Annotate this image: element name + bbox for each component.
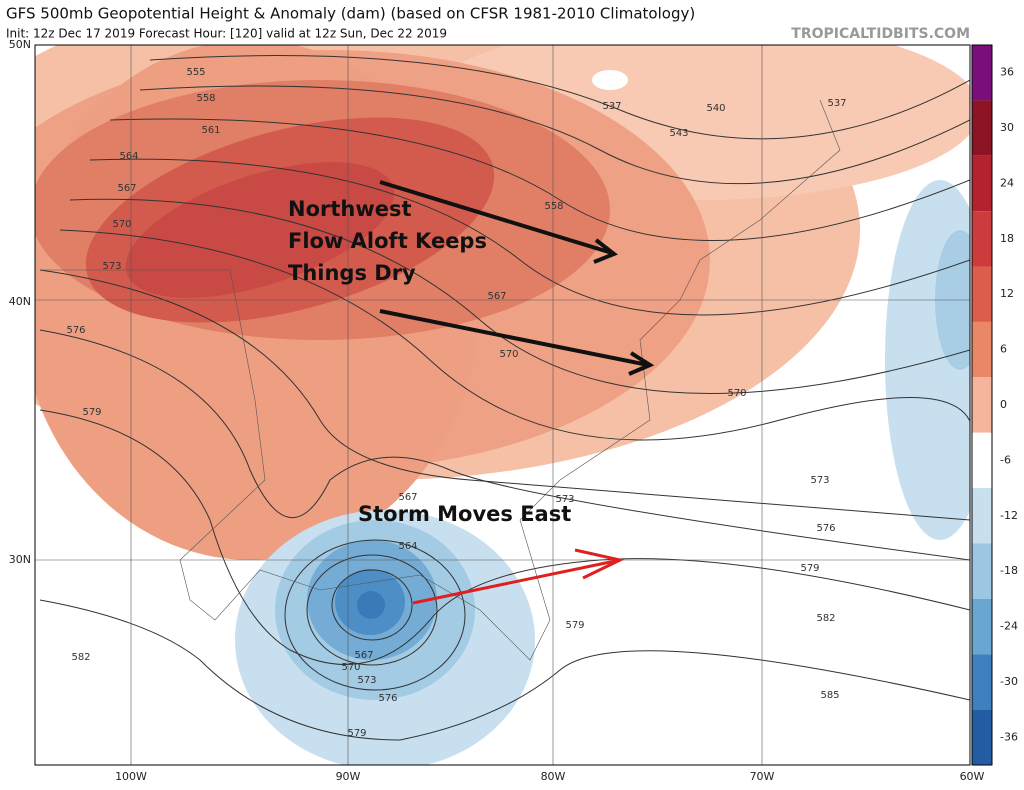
contour-label: 579 <box>565 620 584 631</box>
contour-label: 567 <box>398 492 417 503</box>
contour-label: 570 <box>499 349 518 360</box>
map-frame <box>34 44 971 766</box>
contour-label: 558 <box>544 201 563 212</box>
lat-label: 50N <box>9 38 31 51</box>
contour-label: 573 <box>357 675 376 686</box>
contour-label: 573 <box>810 475 829 486</box>
lat-label: 40N <box>9 295 31 308</box>
contour-label: 579 <box>347 728 366 739</box>
colorbar-segment <box>972 155 992 212</box>
contour-label: 555 <box>186 67 205 78</box>
colorbar-segment <box>972 543 992 599</box>
colorbar-label: 36 <box>1000 66 1014 79</box>
colorbar-label: 0 <box>1000 398 1007 411</box>
colorbar-label: -24 <box>1000 620 1018 633</box>
contour-label: 567 <box>354 650 373 661</box>
title: GFS 500mb Geopotential Height & Anomaly … <box>6 5 695 23</box>
annotation: Northwest <box>288 197 412 221</box>
watermark: TROPICALTIDBITS.COM <box>791 26 970 42</box>
lon-label: 60W <box>960 770 985 783</box>
contour-label: 576 <box>378 693 397 704</box>
contour-label: 582 <box>71 652 90 663</box>
colorbar-segment <box>972 45 992 101</box>
annotation: Storm Moves East <box>358 502 571 526</box>
subtitle: Init: 12z Dec 17 2019 Forecast Hour: [12… <box>6 27 447 41</box>
annotation: Flow Aloft Keeps <box>288 229 487 253</box>
colorbar-segment <box>972 709 992 765</box>
contour-label: 585 <box>820 690 839 701</box>
colorbar-label: 24 <box>1000 176 1014 189</box>
contour-label: 570 <box>112 219 131 230</box>
colorbar-segment <box>972 321 992 378</box>
contour-label: 573 <box>102 261 121 272</box>
contour-label: 573 <box>555 494 574 505</box>
colorbar-segment <box>972 488 992 544</box>
colorbar-label: -36 <box>1000 730 1018 743</box>
colorbar-label: -18 <box>1000 564 1018 577</box>
lon-label: 80W <box>541 770 566 783</box>
contour-label: 540 <box>706 103 725 114</box>
colorbar-label: -6 <box>1000 453 1011 466</box>
lat-label: 30N <box>9 553 31 566</box>
lon-label: 100W <box>115 770 147 783</box>
contour-label: 558 <box>196 93 215 104</box>
annotation: Things Dry <box>288 261 416 285</box>
colorbar-segment <box>972 100 992 156</box>
contour-label: 561 <box>201 125 220 136</box>
contour-label: 567 <box>487 291 506 302</box>
contour-label: 537 <box>827 98 846 109</box>
contour-label: 570 <box>341 662 360 673</box>
colorbar-label: 30 <box>1000 121 1014 134</box>
contour-label: 564 <box>398 541 417 552</box>
colorbar-segment <box>972 598 992 655</box>
contour-label: 543 <box>669 128 688 139</box>
contour-label: 570 <box>727 388 746 399</box>
colorbar-segment <box>972 432 992 489</box>
colorbar-label: 18 <box>1000 232 1014 245</box>
contour-label: 576 <box>816 523 835 534</box>
colorbar-label: 6 <box>1000 343 1007 356</box>
lon-label: 70W <box>750 770 775 783</box>
colorbar-segment <box>972 377 992 433</box>
colorbar-segment <box>972 654 992 710</box>
contour-label: 576 <box>66 325 85 336</box>
lon-label: 90W <box>336 770 361 783</box>
labels: 50N 40N 30N 100W 90W 80W 70W 60W 36 30 24 18 12 6 0 -6 -… <box>9 38 1018 783</box>
contour-label: 567 <box>117 183 136 194</box>
contour-label: 582 <box>816 613 835 624</box>
colorbar-frame <box>971 44 993 766</box>
contour-label: 579 <box>800 563 819 574</box>
map-area <box>35 45 970 765</box>
colorbar-label: -12 <box>1000 509 1018 522</box>
contour-label: 564 <box>119 151 138 162</box>
contour-label: 579 <box>82 407 101 418</box>
contour-label: 537 <box>602 101 621 112</box>
colorbar-label: -30 <box>1000 675 1018 688</box>
colorbar-segment <box>972 211 992 267</box>
colorbar-label: 12 <box>1000 287 1014 300</box>
colorbar-segment <box>972 266 992 322</box>
